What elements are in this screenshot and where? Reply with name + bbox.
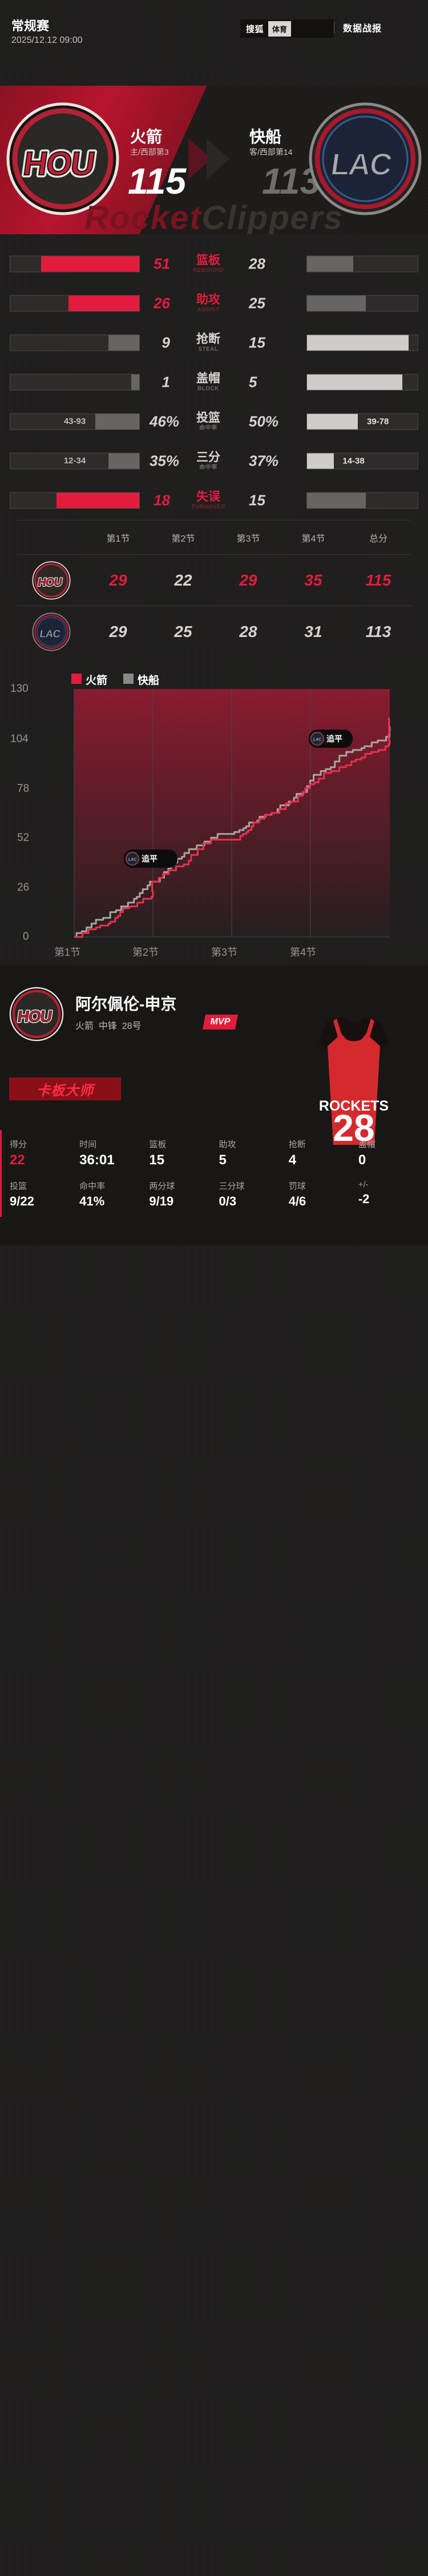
- svg-text:HOU: HOU: [17, 1008, 53, 1025]
- svg-text:LAC: LAC: [39, 628, 61, 640]
- svg-text:LAC: LAC: [313, 738, 322, 742]
- svg-text:LAC: LAC: [329, 147, 394, 182]
- svg-text:LAC: LAC: [128, 858, 137, 862]
- svg-text:HOU: HOU: [37, 576, 63, 588]
- svg-text:HOU: HOU: [21, 145, 96, 182]
